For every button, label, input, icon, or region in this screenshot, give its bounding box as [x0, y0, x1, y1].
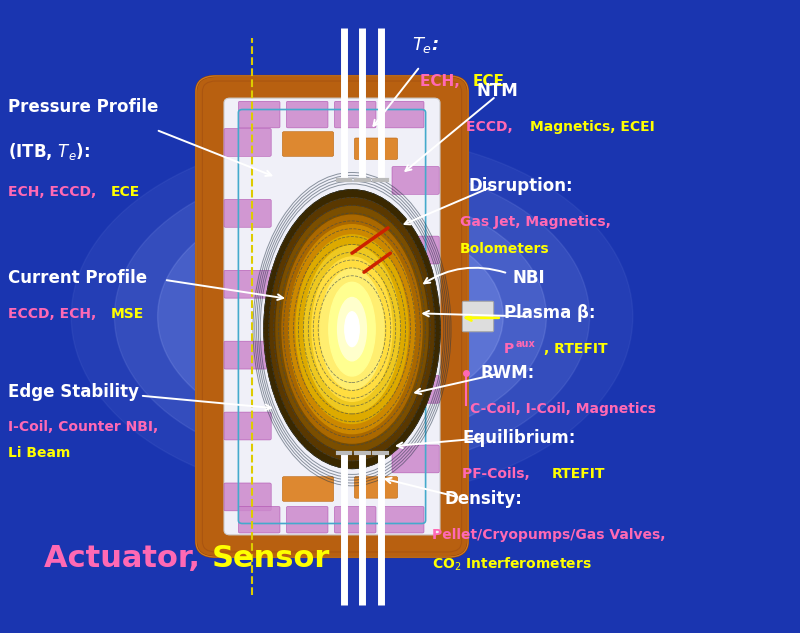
Text: ECH, ECCD,: ECH, ECCD, [8, 185, 101, 199]
Text: (ITB, $T_e$):: (ITB, $T_e$): [8, 141, 90, 162]
Ellipse shape [266, 261, 438, 372]
Text: Li Beam: Li Beam [8, 446, 70, 460]
FancyBboxPatch shape [382, 506, 424, 533]
Ellipse shape [296, 235, 408, 423]
Ellipse shape [276, 206, 428, 452]
Text: Current Profile: Current Profile [8, 269, 147, 287]
Text: Sensor: Sensor [212, 544, 330, 573]
FancyBboxPatch shape [334, 506, 376, 533]
Ellipse shape [289, 225, 415, 434]
Ellipse shape [329, 282, 375, 376]
Text: PF-Coils,: PF-Coils, [462, 467, 535, 480]
Text: RWM:: RWM: [480, 364, 534, 382]
Text: Disruption:: Disruption: [468, 177, 573, 195]
FancyBboxPatch shape [224, 199, 271, 227]
Ellipse shape [244, 247, 460, 386]
Ellipse shape [320, 269, 384, 389]
Text: RTEFIT: RTEFIT [552, 467, 606, 480]
FancyBboxPatch shape [286, 101, 328, 128]
Text: NBI: NBI [512, 269, 545, 287]
Text: Actuator,: Actuator, [44, 544, 210, 573]
Text: MSE: MSE [110, 307, 144, 321]
Text: Edge Stability: Edge Stability [8, 383, 139, 401]
Ellipse shape [234, 240, 470, 393]
FancyBboxPatch shape [382, 101, 424, 128]
Text: Equilibrium:: Equilibrium: [462, 429, 576, 446]
Ellipse shape [270, 197, 434, 461]
FancyBboxPatch shape [238, 506, 280, 533]
FancyBboxPatch shape [224, 412, 271, 440]
Text: NTM: NTM [476, 82, 518, 100]
Text: aux: aux [515, 339, 535, 349]
Text: Bolometers: Bolometers [460, 242, 550, 256]
FancyBboxPatch shape [196, 76, 468, 557]
FancyBboxPatch shape [224, 483, 271, 511]
FancyBboxPatch shape [224, 270, 271, 298]
Text: ECE: ECE [473, 74, 505, 89]
Text: ECE: ECE [110, 185, 140, 199]
FancyBboxPatch shape [224, 341, 271, 369]
FancyBboxPatch shape [224, 128, 271, 156]
FancyBboxPatch shape [354, 477, 398, 498]
Text: Magnetics, ECEI: Magnetics, ECEI [530, 120, 655, 134]
Text: Pellet/Cryopumps/Gas Valves,: Pellet/Cryopumps/Gas Valves, [432, 528, 666, 542]
FancyBboxPatch shape [282, 132, 334, 156]
Text: $T_e$:: $T_e$: [412, 35, 439, 55]
Text: I-Coil, Counter NBI,: I-Coil, Counter NBI, [8, 420, 158, 434]
Text: , RTEFIT: , RTEFIT [544, 342, 608, 356]
FancyBboxPatch shape [334, 101, 376, 128]
FancyBboxPatch shape [392, 445, 439, 473]
FancyBboxPatch shape [224, 98, 440, 535]
Ellipse shape [312, 257, 392, 401]
Text: Density:: Density: [444, 490, 522, 508]
Text: Pressure Profile: Pressure Profile [8, 98, 158, 116]
Ellipse shape [114, 163, 590, 470]
FancyBboxPatch shape [392, 236, 439, 264]
Ellipse shape [201, 219, 503, 414]
Ellipse shape [298, 282, 406, 351]
Ellipse shape [338, 298, 366, 361]
Ellipse shape [345, 312, 359, 347]
Text: C-Coil, I-Coil, Magnetics: C-Coil, I-Coil, Magnetics [470, 402, 656, 416]
Ellipse shape [304, 246, 400, 413]
FancyBboxPatch shape [392, 375, 439, 403]
FancyBboxPatch shape [286, 506, 328, 533]
Text: ECH,: ECH, [420, 74, 465, 89]
Text: Gas Jet, Magnetics,: Gas Jet, Magnetics, [460, 215, 611, 229]
FancyBboxPatch shape [462, 301, 494, 332]
Text: P: P [504, 342, 514, 356]
FancyBboxPatch shape [354, 138, 398, 160]
Text: ECCD,: ECCD, [466, 120, 518, 134]
Ellipse shape [158, 191, 546, 442]
Ellipse shape [282, 215, 422, 443]
Ellipse shape [71, 135, 633, 498]
FancyBboxPatch shape [392, 306, 439, 334]
Ellipse shape [264, 190, 440, 468]
Ellipse shape [264, 190, 440, 468]
FancyBboxPatch shape [392, 166, 439, 194]
Text: Plasma β:: Plasma β: [504, 304, 595, 322]
FancyBboxPatch shape [238, 101, 280, 128]
FancyBboxPatch shape [282, 477, 334, 501]
Text: CO$_2$ Interferometers: CO$_2$ Interferometers [432, 555, 592, 572]
Text: ECCD, ECH,: ECCD, ECH, [8, 307, 101, 321]
